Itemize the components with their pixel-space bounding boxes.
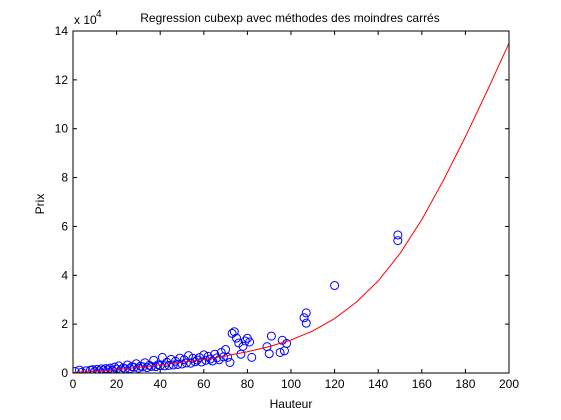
data-point [177, 359, 187, 369]
y-tick-label: 6 [61, 219, 68, 233]
x-tick-label: 100 [281, 377, 301, 391]
data-point [229, 327, 239, 337]
data-point [264, 349, 274, 359]
data-point [151, 362, 161, 372]
data-point [247, 352, 257, 362]
x-tick-label: 200 [499, 377, 519, 391]
data-point [164, 360, 174, 370]
x-tick-label: 160 [412, 377, 432, 391]
x-tick-label: 20 [110, 377, 124, 391]
x-axis-title: Hauteur [270, 397, 313, 411]
y-scale-factor-exponent: 4 [96, 9, 102, 20]
data-point [301, 308, 311, 318]
y-scale-factor-base: x 10 [74, 13, 97, 27]
y-tick-label: 2 [61, 317, 68, 331]
data-point [142, 363, 152, 373]
x-tick-label: 40 [154, 377, 168, 391]
data-point [301, 318, 311, 328]
data-point [173, 359, 183, 369]
data-point [225, 358, 235, 367]
x-tick-label: 60 [197, 377, 211, 391]
data-point [393, 230, 403, 240]
x-tick-label: 140 [368, 377, 388, 391]
data-point [109, 362, 119, 372]
x-tick-label: 180 [455, 377, 475, 391]
data-point [88, 365, 98, 373]
data-point [232, 333, 241, 343]
data-point [92, 364, 102, 373]
y-axis-title: Prix [33, 194, 47, 215]
data-point [105, 363, 115, 373]
y-tick-label: 12 [55, 73, 69, 87]
data-point [240, 336, 250, 346]
data-point [223, 352, 233, 362]
chart-title: Regression cubexp avec méthodes des moin… [140, 11, 439, 25]
data-point [266, 331, 276, 341]
data-point [75, 365, 85, 373]
x-tick-label: 80 [241, 377, 255, 391]
data-point [275, 347, 285, 357]
x-tick-label: 120 [325, 377, 345, 391]
text-layer: Regression cubexp avec méthodes des moin… [33, 9, 440, 411]
y-tick-label: 8 [61, 171, 68, 185]
data-point [393, 236, 403, 246]
axes-layer: 0 20 40 60 80 100 120 140 160 180 200 0 2 4 6 8 10 12 14 [55, 24, 520, 391]
data-point [245, 337, 255, 347]
data-point [330, 281, 340, 291]
data-point [73, 367, 80, 373]
data-point [238, 341, 248, 351]
y-tick-label: 4 [61, 268, 68, 282]
x-tick-label: 0 [70, 377, 77, 391]
y-tick-label: 14 [55, 24, 69, 38]
data-point [81, 366, 91, 373]
regression-curve [73, 43, 509, 373]
data-point [282, 338, 292, 348]
y-tick-label: 0 [61, 366, 68, 380]
data-point [299, 313, 309, 323]
y-tick-label: 10 [55, 122, 69, 136]
data-point [194, 353, 204, 363]
